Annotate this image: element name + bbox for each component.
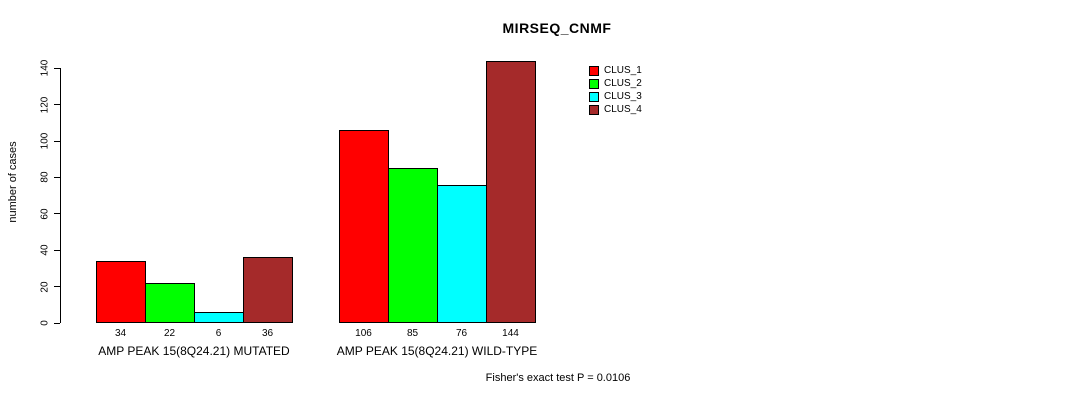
bar-clus_2 [145, 282, 195, 323]
legend: CLUS_1 CLUS_2 CLUS_3 CLUS_4 [589, 64, 642, 116]
legend-swatch-icon [589, 78, 599, 89]
legend-item: CLUS_3 [589, 90, 642, 103]
y-tick-label: 120 [39, 96, 51, 113]
y-tick-mark [54, 67, 60, 69]
bar-clus_3 [437, 184, 487, 323]
bar-clus_1 [339, 130, 389, 323]
legend-item: CLUS_2 [589, 77, 642, 90]
bar-value-label: 22 [163, 328, 176, 339]
bar-value-label: 85 [406, 328, 419, 339]
y-tick-mark [54, 249, 60, 251]
y-tick-mark [54, 322, 60, 324]
group-label: AMP PEAK 15(8Q24.21) WILD-TYPE [336, 344, 538, 358]
y-tick-label: 60 [39, 208, 51, 220]
footnote-text: Fisher's exact test P = 0.0106 [485, 372, 631, 384]
y-tick-label: 40 [39, 244, 51, 256]
legend-swatch-icon [589, 65, 599, 76]
y-tick-mark [54, 140, 60, 142]
bar-value-label: 36 [261, 328, 274, 339]
legend-label: CLUS_1 [604, 65, 642, 76]
y-axis-title: number of cases [7, 141, 19, 223]
y-tick-label: 20 [39, 281, 51, 293]
y-tick-mark [54, 286, 60, 288]
y-axis-line [60, 68, 61, 323]
y-tick-mark [54, 104, 60, 106]
bar-clus_4 [243, 257, 293, 323]
bar-clus_2 [388, 168, 438, 323]
group-label: AMP PEAK 15(8Q24.21) MUTATED [98, 344, 290, 358]
y-tick-mark [54, 176, 60, 178]
legend-item: CLUS_4 [589, 103, 642, 116]
y-tick-label: 140 [39, 59, 51, 77]
bar-clus_1 [96, 261, 146, 323]
bar-clus_3 [194, 312, 244, 323]
chart-title: MIRSEQ_CNMF [502, 20, 612, 36]
bar-value-label: 144 [502, 328, 519, 339]
legend-swatch-icon [589, 91, 599, 102]
bar-value-label: 34 [114, 328, 127, 339]
legend-label: CLUS_3 [604, 91, 642, 102]
y-tick-mark [54, 213, 60, 215]
bar-value-label: 76 [455, 328, 468, 339]
bar-value-label: 106 [355, 328, 372, 339]
y-tick-label: 0 [39, 320, 51, 326]
bar-value-label: 6 [215, 328, 222, 339]
bar-clus_4 [486, 60, 536, 323]
legend-label: CLUS_2 [604, 78, 642, 89]
legend-label: CLUS_4 [604, 104, 642, 115]
legend-item: CLUS_1 [589, 64, 642, 77]
y-tick-label: 80 [39, 171, 51, 183]
y-tick-label: 100 [39, 132, 51, 150]
legend-swatch-icon [589, 104, 599, 115]
